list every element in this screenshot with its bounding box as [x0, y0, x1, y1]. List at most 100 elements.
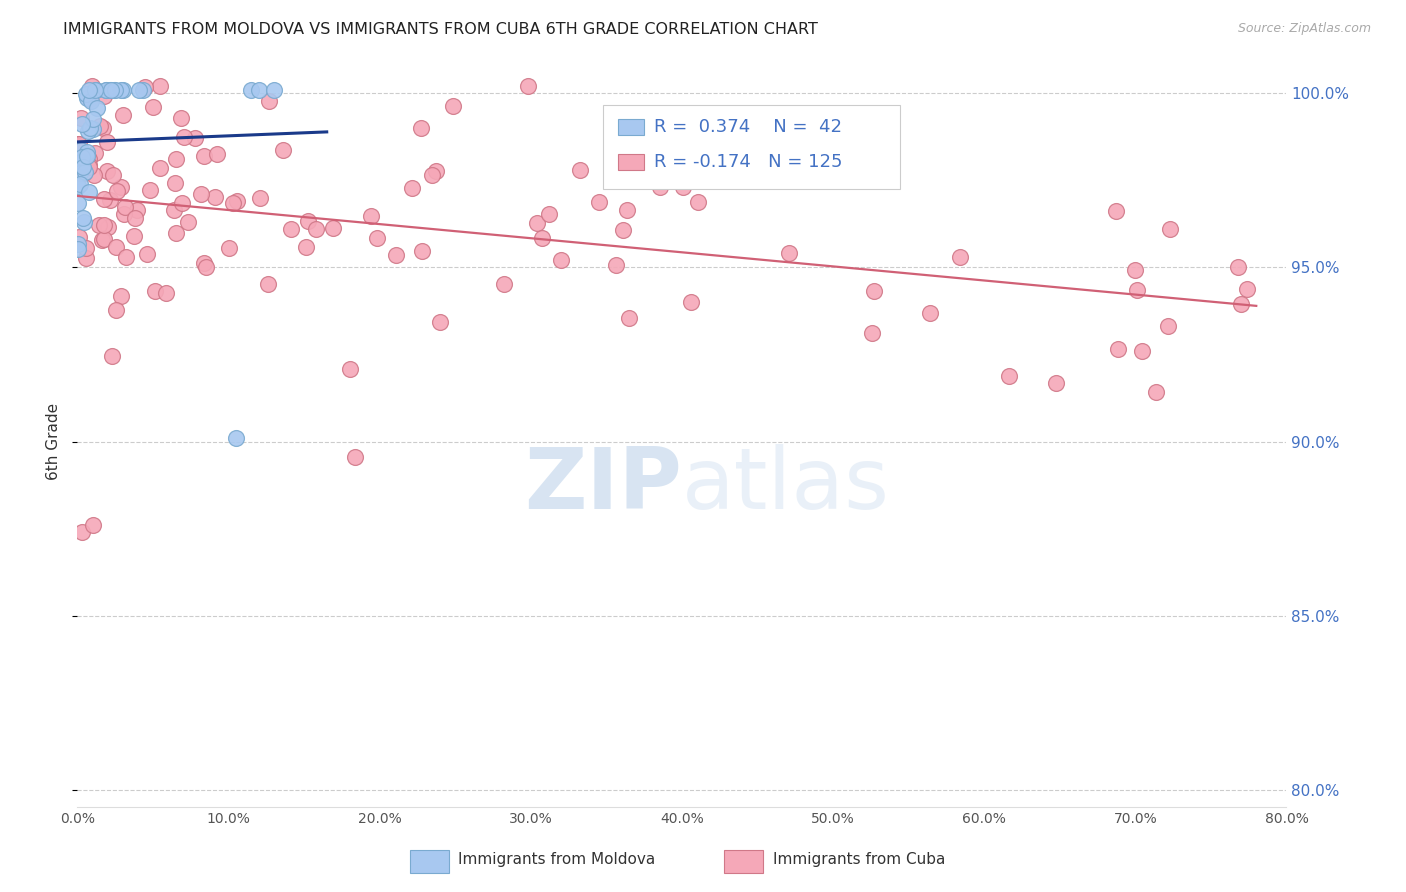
Point	[79, 92, 101, 106]
Point	[70, 150, 93, 164]
Point	[93, 218, 115, 232]
Point	[69, 165, 91, 179]
Point	[1159, 221, 1181, 235]
Point	[87, 218, 110, 232]
Point	[115, 250, 138, 264]
Point	[84, 83, 107, 97]
Point	[77, 158, 100, 172]
Point	[82, 79, 104, 94]
Point	[143, 284, 166, 298]
Point	[605, 259, 627, 273]
Point	[124, 211, 146, 225]
Point	[155, 285, 177, 300]
Point	[1156, 318, 1178, 333]
Point	[195, 260, 218, 274]
Point	[259, 94, 281, 108]
Point	[778, 245, 800, 260]
Point	[105, 184, 128, 198]
Point	[97, 220, 120, 235]
Point	[132, 83, 155, 97]
Point	[162, 203, 184, 218]
Point	[257, 277, 280, 292]
Point	[492, 277, 515, 291]
Point	[75, 251, 97, 265]
Point	[860, 326, 883, 340]
Point	[526, 216, 548, 230]
Point	[79, 121, 101, 136]
Point	[616, 202, 638, 217]
Point	[225, 194, 247, 209]
Point	[193, 255, 215, 269]
Point	[82, 518, 104, 533]
Bar	[617, 119, 644, 135]
Point	[222, 196, 245, 211]
Point	[170, 196, 193, 211]
Point	[70, 143, 93, 157]
Point	[91, 234, 114, 248]
Point	[136, 247, 159, 261]
Point	[77, 160, 100, 174]
Point	[366, 230, 388, 244]
Point	[165, 176, 187, 190]
Point	[401, 181, 423, 195]
Point	[385, 248, 408, 262]
Point	[1229, 296, 1251, 310]
Point	[343, 450, 366, 464]
Point	[297, 214, 319, 228]
Point	[249, 191, 271, 205]
Point	[240, 83, 263, 97]
Point	[1045, 376, 1067, 390]
Point	[77, 83, 100, 97]
Point	[80, 94, 103, 108]
Point	[73, 165, 96, 179]
Point	[70, 111, 93, 125]
Text: Immigrants from Cuba: Immigrants from Cuba	[773, 853, 945, 867]
Point	[247, 83, 270, 97]
Point	[67, 178, 90, 193]
Point	[1123, 262, 1146, 277]
Point	[70, 118, 93, 132]
Point	[537, 207, 560, 221]
FancyBboxPatch shape	[603, 105, 900, 189]
Point	[672, 179, 695, 194]
Point	[280, 221, 302, 235]
Point	[103, 83, 125, 97]
Text: Source: ZipAtlas.com: Source: ZipAtlas.com	[1237, 22, 1371, 36]
Bar	[411, 850, 449, 873]
Point	[67, 243, 90, 257]
Point	[67, 136, 90, 151]
Point	[93, 232, 115, 246]
Point	[184, 131, 207, 145]
Point	[112, 206, 135, 220]
Point	[177, 214, 200, 228]
Bar	[617, 154, 644, 170]
Point	[409, 120, 432, 135]
Point	[1144, 384, 1167, 399]
Point	[83, 169, 105, 183]
Point	[105, 302, 128, 317]
Point	[96, 164, 118, 178]
Point	[166, 226, 188, 240]
Point	[149, 161, 172, 175]
Point	[681, 294, 703, 309]
Point	[67, 136, 90, 151]
Point	[1126, 284, 1149, 298]
Point	[82, 122, 104, 136]
Point	[918, 305, 941, 319]
Point	[86, 101, 108, 115]
Point	[170, 111, 193, 125]
Point	[83, 146, 105, 161]
Point	[425, 164, 447, 178]
Point	[93, 192, 115, 206]
Point	[205, 146, 228, 161]
Point	[70, 525, 93, 540]
Point	[862, 284, 884, 298]
Point	[339, 362, 361, 376]
Point	[648, 180, 671, 194]
Point	[110, 180, 132, 194]
Point	[103, 83, 125, 97]
Point	[531, 231, 554, 245]
Point	[142, 99, 165, 113]
Point	[98, 83, 121, 97]
Point	[173, 130, 195, 145]
